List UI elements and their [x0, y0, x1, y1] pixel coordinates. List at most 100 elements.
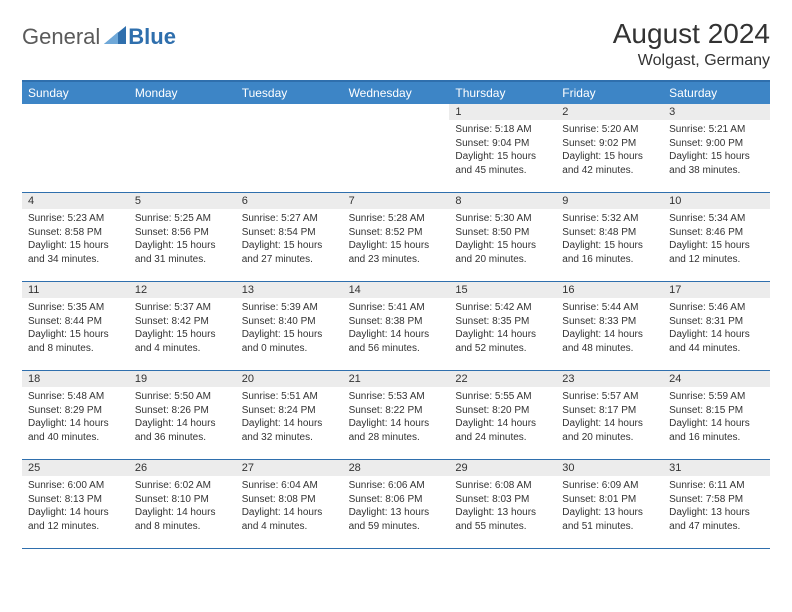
day-cell: 27Sunrise: 6:04 AMSunset: 8:08 PMDayligh…	[236, 460, 343, 548]
week-row: 4Sunrise: 5:23 AMSunset: 8:58 PMDaylight…	[22, 193, 770, 282]
sunset-text: Sunset: 8:06 PM	[349, 493, 444, 507]
sunset-text: Sunset: 8:13 PM	[28, 493, 123, 507]
sunset-text: Sunset: 8:17 PM	[562, 404, 657, 418]
weekday-label: Friday	[556, 82, 663, 104]
day-cell	[343, 104, 450, 192]
sunrise-text: Sunrise: 5:41 AM	[349, 301, 444, 315]
daylight-text: Daylight: 14 hours and 56 minutes.	[349, 328, 444, 355]
day-cell: 13Sunrise: 5:39 AMSunset: 8:40 PMDayligh…	[236, 282, 343, 370]
day-details: Sunrise: 5:32 AMSunset: 8:48 PMDaylight:…	[556, 209, 663, 272]
day-number: 23	[556, 371, 663, 387]
sunrise-text: Sunrise: 5:32 AM	[562, 212, 657, 226]
day-details: Sunrise: 5:34 AMSunset: 8:46 PMDaylight:…	[663, 209, 770, 272]
sunrise-text: Sunrise: 5:51 AM	[242, 390, 337, 404]
daylight-text: Daylight: 14 hours and 24 minutes.	[455, 417, 550, 444]
day-details: Sunrise: 5:51 AMSunset: 8:24 PMDaylight:…	[236, 387, 343, 450]
day-number: 3	[663, 104, 770, 120]
day-cell: 28Sunrise: 6:06 AMSunset: 8:06 PMDayligh…	[343, 460, 450, 548]
day-cell: 14Sunrise: 5:41 AMSunset: 8:38 PMDayligh…	[343, 282, 450, 370]
weekday-label: Wednesday	[343, 82, 450, 104]
day-number: 16	[556, 282, 663, 298]
day-cell: 9Sunrise: 5:32 AMSunset: 8:48 PMDaylight…	[556, 193, 663, 281]
sunrise-text: Sunrise: 5:59 AM	[669, 390, 764, 404]
sunrise-text: Sunrise: 5:46 AM	[669, 301, 764, 315]
day-number: 22	[449, 371, 556, 387]
sunset-text: Sunset: 8:24 PM	[242, 404, 337, 418]
sunrise-text: Sunrise: 5:50 AM	[135, 390, 230, 404]
day-details: Sunrise: 6:09 AMSunset: 8:01 PMDaylight:…	[556, 476, 663, 539]
day-details: Sunrise: 5:59 AMSunset: 8:15 PMDaylight:…	[663, 387, 770, 450]
sunset-text: Sunset: 8:20 PM	[455, 404, 550, 418]
day-details: Sunrise: 5:53 AMSunset: 8:22 PMDaylight:…	[343, 387, 450, 450]
daylight-text: Daylight: 13 hours and 51 minutes.	[562, 506, 657, 533]
weekday-header: Sunday Monday Tuesday Wednesday Thursday…	[22, 82, 770, 104]
brand-sail-icon	[104, 26, 126, 44]
sunrise-text: Sunrise: 5:21 AM	[669, 123, 764, 137]
sunset-text: Sunset: 9:00 PM	[669, 137, 764, 151]
day-cell	[129, 104, 236, 192]
day-number: 25	[22, 460, 129, 476]
sunset-text: Sunset: 8:22 PM	[349, 404, 444, 418]
day-cell: 11Sunrise: 5:35 AMSunset: 8:44 PMDayligh…	[22, 282, 129, 370]
day-details: Sunrise: 5:44 AMSunset: 8:33 PMDaylight:…	[556, 298, 663, 361]
day-cell: 22Sunrise: 5:55 AMSunset: 8:20 PMDayligh…	[449, 371, 556, 459]
day-details: Sunrise: 5:21 AMSunset: 9:00 PMDaylight:…	[663, 120, 770, 183]
sunrise-text: Sunrise: 5:37 AM	[135, 301, 230, 315]
sunrise-text: Sunrise: 6:02 AM	[135, 479, 230, 493]
day-details: Sunrise: 6:00 AMSunset: 8:13 PMDaylight:…	[22, 476, 129, 539]
day-number: 29	[449, 460, 556, 476]
daylight-text: Daylight: 15 hours and 4 minutes.	[135, 328, 230, 355]
daylight-text: Daylight: 15 hours and 45 minutes.	[455, 150, 550, 177]
daylight-text: Daylight: 14 hours and 4 minutes.	[242, 506, 337, 533]
daylight-text: Daylight: 15 hours and 34 minutes.	[28, 239, 123, 266]
day-number: 5	[129, 193, 236, 209]
day-details: Sunrise: 5:20 AMSunset: 9:02 PMDaylight:…	[556, 120, 663, 183]
day-number: 12	[129, 282, 236, 298]
day-cell: 20Sunrise: 5:51 AMSunset: 8:24 PMDayligh…	[236, 371, 343, 459]
daylight-text: Daylight: 15 hours and 38 minutes.	[669, 150, 764, 177]
sunrise-text: Sunrise: 6:08 AM	[455, 479, 550, 493]
day-cell: 29Sunrise: 6:08 AMSunset: 8:03 PMDayligh…	[449, 460, 556, 548]
sunset-text: Sunset: 8:40 PM	[242, 315, 337, 329]
day-details: Sunrise: 6:06 AMSunset: 8:06 PMDaylight:…	[343, 476, 450, 539]
day-cell: 31Sunrise: 6:11 AMSunset: 7:58 PMDayligh…	[663, 460, 770, 548]
daylight-text: Daylight: 15 hours and 20 minutes.	[455, 239, 550, 266]
day-cell: 18Sunrise: 5:48 AMSunset: 8:29 PMDayligh…	[22, 371, 129, 459]
day-details: Sunrise: 5:30 AMSunset: 8:50 PMDaylight:…	[449, 209, 556, 272]
day-details: Sunrise: 6:08 AMSunset: 8:03 PMDaylight:…	[449, 476, 556, 539]
day-number: 2	[556, 104, 663, 120]
sunset-text: Sunset: 9:02 PM	[562, 137, 657, 151]
day-cell: 8Sunrise: 5:30 AMSunset: 8:50 PMDaylight…	[449, 193, 556, 281]
sunrise-text: Sunrise: 5:18 AM	[455, 123, 550, 137]
daylight-text: Daylight: 15 hours and 0 minutes.	[242, 328, 337, 355]
day-number: 27	[236, 460, 343, 476]
day-cell: 15Sunrise: 5:42 AMSunset: 8:35 PMDayligh…	[449, 282, 556, 370]
week-row: 18Sunrise: 5:48 AMSunset: 8:29 PMDayligh…	[22, 371, 770, 460]
day-number: 31	[663, 460, 770, 476]
brand-general: General	[22, 24, 100, 50]
day-cell: 17Sunrise: 5:46 AMSunset: 8:31 PMDayligh…	[663, 282, 770, 370]
week-row: 25Sunrise: 6:00 AMSunset: 8:13 PMDayligh…	[22, 460, 770, 549]
day-details: Sunrise: 5:41 AMSunset: 8:38 PMDaylight:…	[343, 298, 450, 361]
sunset-text: Sunset: 7:58 PM	[669, 493, 764, 507]
day-cell	[236, 104, 343, 192]
daylight-text: Daylight: 14 hours and 32 minutes.	[242, 417, 337, 444]
day-number: 15	[449, 282, 556, 298]
sunset-text: Sunset: 8:38 PM	[349, 315, 444, 329]
daylight-text: Daylight: 13 hours and 55 minutes.	[455, 506, 550, 533]
day-cell: 5Sunrise: 5:25 AMSunset: 8:56 PMDaylight…	[129, 193, 236, 281]
day-number: 8	[449, 193, 556, 209]
sunset-text: Sunset: 8:01 PM	[562, 493, 657, 507]
day-cell: 23Sunrise: 5:57 AMSunset: 8:17 PMDayligh…	[556, 371, 663, 459]
sunset-text: Sunset: 8:56 PM	[135, 226, 230, 240]
sunrise-text: Sunrise: 5:57 AM	[562, 390, 657, 404]
day-details: Sunrise: 5:57 AMSunset: 8:17 PMDaylight:…	[556, 387, 663, 450]
sunrise-text: Sunrise: 6:09 AM	[562, 479, 657, 493]
day-number: 26	[129, 460, 236, 476]
day-number: 24	[663, 371, 770, 387]
daylight-text: Daylight: 15 hours and 8 minutes.	[28, 328, 123, 355]
day-number: 7	[343, 193, 450, 209]
daylight-text: Daylight: 14 hours and 36 minutes.	[135, 417, 230, 444]
location: Wolgast, Germany	[613, 52, 770, 70]
daylight-text: Daylight: 13 hours and 59 minutes.	[349, 506, 444, 533]
